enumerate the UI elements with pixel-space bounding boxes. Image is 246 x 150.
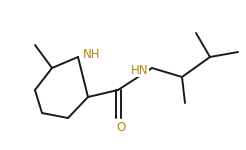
- Text: HN: HN: [130, 63, 148, 76]
- Text: O: O: [116, 121, 126, 134]
- Text: NH: NH: [83, 48, 101, 62]
